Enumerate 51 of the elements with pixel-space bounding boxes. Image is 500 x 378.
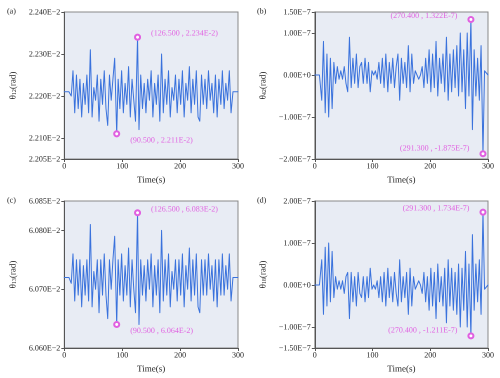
annotation: (270.400 , 1.322E-7)	[390, 10, 458, 20]
x-tick-label: 300	[482, 162, 494, 170]
y-tick-label: 2.205E−2	[28, 154, 60, 164]
y-tick-label: −1.50E−7	[278, 344, 311, 352]
y-tick-label: 2.00E−7	[283, 196, 311, 206]
x-axis-title: Time(s)	[387, 363, 416, 374]
annotation: (126.500 , 2.234E-2)	[151, 28, 218, 38]
x-tick-label: 100	[116, 350, 128, 360]
x-tick-label: 200	[424, 162, 436, 170]
y-tick-label: −1.00E−7	[278, 322, 311, 332]
y-tick-label: 6.060E−2	[28, 344, 60, 352]
chart-title: (a)	[7, 6, 16, 16]
x-tick-label: 100	[116, 162, 128, 170]
y-tick-label: 0.00E+0	[283, 70, 311, 80]
y-tick-label: 2.220E−2	[28, 92, 60, 100]
y-tick-label: 1.00E−7	[283, 238, 311, 248]
y-tick-label: 6.070E−2	[28, 284, 60, 294]
y-tick-label: −2.00E−7	[278, 154, 311, 164]
x-tick-label: 200	[424, 350, 436, 360]
x-axis-title: Time(s)	[137, 174, 166, 184]
y-tick-label: 2.210E−2	[28, 134, 60, 142]
chart-title: (b)	[257, 6, 267, 16]
y-tick-label: 2.240E−2	[28, 8, 60, 16]
x-tick-label: 100	[366, 350, 379, 360]
x-tick-label: 300	[232, 350, 244, 360]
x-tick-label: 100	[366, 162, 379, 170]
annotation: (291.300 , 1.734E-7)	[402, 204, 470, 213]
chart-title: (d)	[257, 196, 267, 204]
x-tick-label: 300	[232, 162, 244, 170]
annotation: (90.500 , 6.064E-2)	[130, 326, 194, 335]
y-tick-label: 0.00E+0	[283, 280, 311, 290]
x-tick-label: 0	[62, 162, 66, 170]
x-tick-label: 300	[482, 350, 494, 360]
y-tick-label: 1.50E−7	[283, 8, 311, 16]
y-tick-label: 1.00E−7	[283, 28, 311, 38]
x-tick-label: 200	[174, 162, 186, 170]
y-tick-label: 6.080E−2	[28, 226, 60, 235]
x-tick-label: 0	[312, 162, 317, 170]
annotation: (270.400 , -1.211E-7)	[388, 325, 458, 334]
y-tick-label: −1.00E−7	[278, 112, 311, 122]
y-tick-label: 6.085E−2	[28, 196, 60, 206]
x-axis-title: Time(s)	[137, 363, 166, 374]
annotation: (291.300 , -1.875E-7)	[400, 143, 470, 152]
annotation: (126.500 , 6.083E-2)	[151, 204, 218, 214]
x-tick-label: 0	[312, 350, 317, 360]
x-axis-title: Time(s)	[387, 174, 416, 184]
annotation: (90.500 , 2.211E-2)	[130, 135, 194, 144]
y-tick-label: 2.230E−2	[28, 50, 60, 58]
chart-title: (c)	[7, 196, 16, 204]
x-tick-label: 0	[62, 350, 66, 360]
x-tick-label: 200	[174, 350, 186, 360]
